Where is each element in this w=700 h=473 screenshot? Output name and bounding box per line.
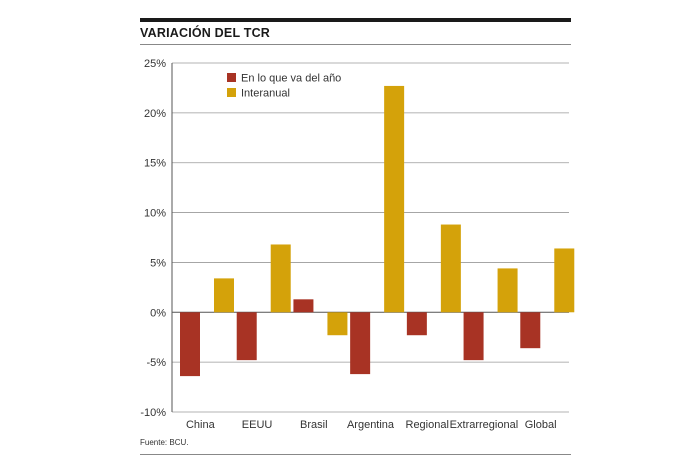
y-tick-label: 20% (144, 108, 166, 120)
bar-ytd (520, 312, 541, 349)
bar-ytd (350, 312, 371, 375)
bar-ytd (406, 312, 427, 336)
x-tick-label: Argentina (347, 419, 395, 431)
bar-interanual (440, 224, 461, 313)
bar-interanual (497, 268, 518, 313)
x-tick-label: Regional (406, 419, 449, 431)
chart-title: VARIACIÓN DEL TCR (140, 26, 271, 40)
bar-ytd (180, 312, 200, 377)
y-tick-label: 10% (144, 208, 166, 220)
y-tick-label: 0% (150, 307, 166, 319)
title-rule (140, 44, 571, 45)
bar-interanual (554, 248, 575, 313)
y-tick-label: -5% (146, 357, 166, 369)
bar-ytd (463, 312, 484, 361)
bar-ytd (293, 299, 314, 313)
x-tick-label: EEUU (242, 419, 273, 431)
bar-interanual (214, 278, 234, 313)
bar-interanual (384, 85, 405, 313)
legend-swatch (227, 88, 236, 97)
legend-label: Interanual (241, 88, 290, 100)
bar-ytd (236, 312, 257, 361)
x-tick-label: Brasil (300, 419, 328, 431)
y-tick-label: 25% (144, 58, 166, 70)
legend-label: En lo que va del año (241, 73, 341, 85)
source-note: Fuente: BCU. (140, 438, 189, 447)
y-tick-label: 15% (144, 158, 166, 170)
y-tick-label: 5% (150, 257, 166, 269)
bottom-rule (140, 454, 571, 455)
legend-swatch (227, 73, 236, 82)
y-tick-label: -10% (140, 407, 166, 419)
x-tick-label: China (186, 419, 216, 431)
x-tick-label: Extrarregional (450, 419, 518, 431)
top-rule (140, 18, 571, 22)
bar-interanual (270, 244, 291, 313)
bar-interanual (327, 312, 348, 336)
x-tick-label: Global (525, 419, 557, 431)
